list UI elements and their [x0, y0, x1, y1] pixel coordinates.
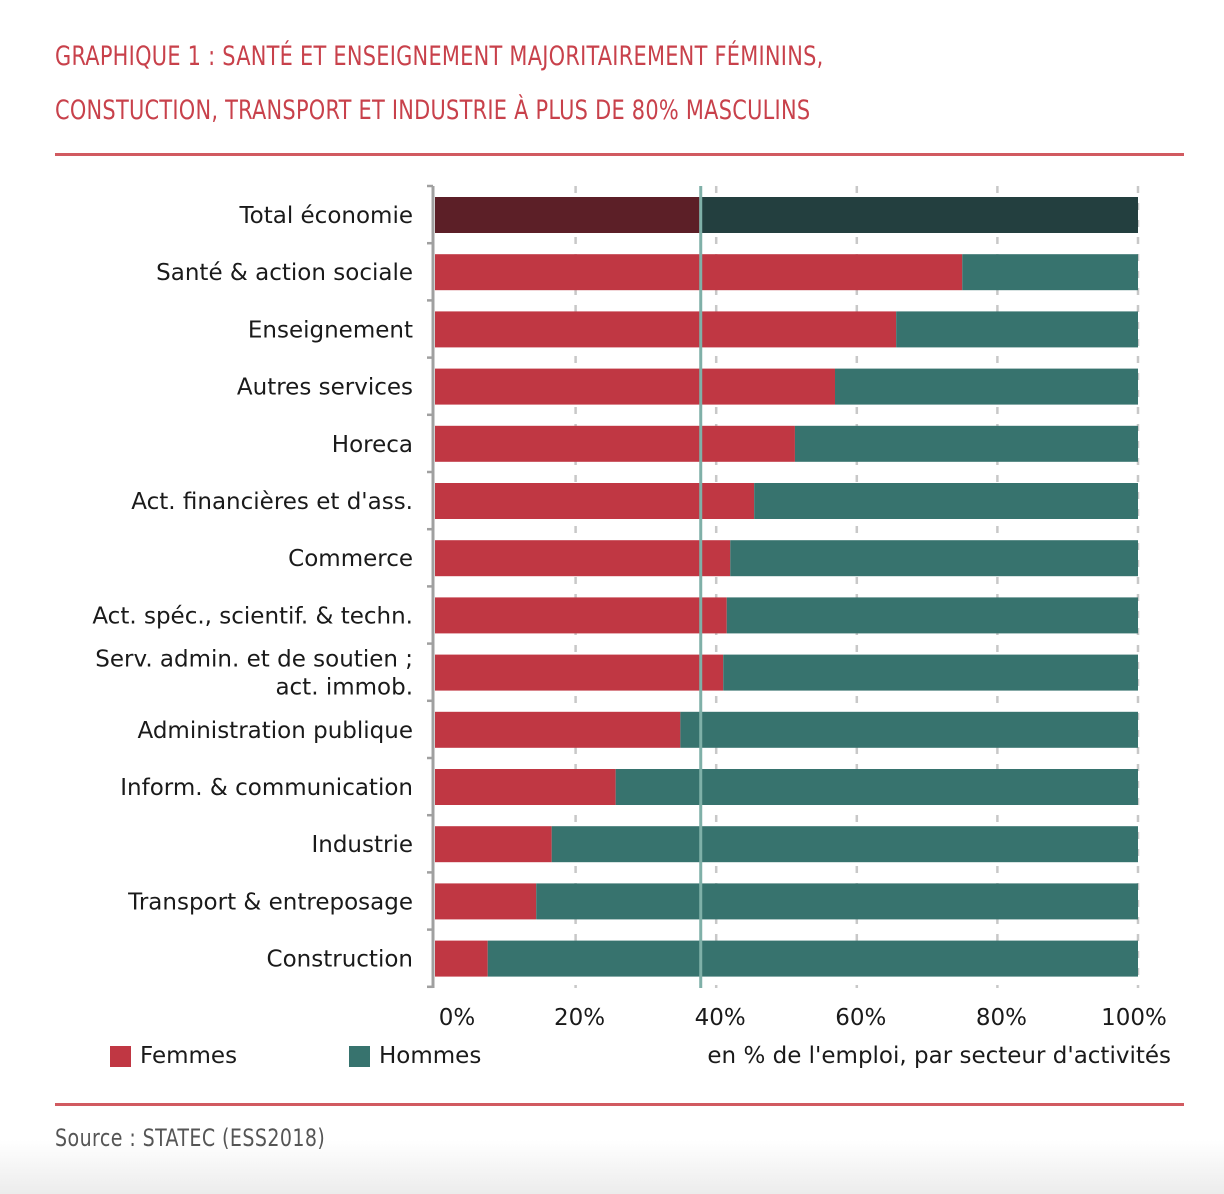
bar-hommes — [794, 425, 1138, 462]
category-labels: Total économie Santé & action sociale Ense… — [92, 203, 413, 973]
bar-femmes — [435, 597, 727, 634]
bar-hommes — [699, 197, 1138, 233]
gridlines — [574, 186, 1140, 988]
bar-hommes — [536, 883, 1138, 920]
bar-femmes — [435, 654, 724, 691]
bar-hommes — [835, 368, 1138, 405]
x-axis-tick-labels: 0% 20% 40% 60% 80% 100% — [439, 1005, 1167, 1031]
bar-femmes — [435, 940, 488, 977]
x-tick-label: 80% — [976, 1005, 1027, 1031]
bar-hommes — [723, 654, 1138, 691]
category-label: Act. financières et d'ass. — [131, 489, 413, 515]
bar-femmes — [435, 711, 681, 748]
category-label: Serv. admin. et de soutien ; — [95, 647, 413, 673]
legend-item-hommes: Hommes — [349, 1043, 481, 1069]
category-label: Industrie — [311, 832, 413, 858]
top-divider — [55, 153, 1184, 156]
x-tick-label: 40% — [695, 1005, 746, 1031]
category-label: Construction — [267, 947, 413, 973]
bar-femmes — [435, 483, 755, 519]
category-label: Administration publique — [138, 718, 414, 744]
category-label: act. immob. — [275, 675, 413, 701]
bar-hommes — [615, 769, 1138, 805]
stacked-bar-chart: Total économie Santé & action sociale Ense… — [92, 184, 1167, 1031]
bar-femmes — [435, 826, 552, 863]
bar-femmes — [435, 425, 795, 462]
chart-title-line-1: GRAPHIQUE 1 : SANTÉ ET ENSEIGNEMENT MAJO… — [55, 41, 824, 72]
category-label: Enseignement — [248, 317, 413, 343]
bar-femmes — [435, 769, 616, 805]
category-label: Inform. & communication — [120, 775, 413, 801]
y-axis — [427, 184, 435, 989]
x-tick-label: 20% — [554, 1005, 605, 1031]
category-label: Act. spéc., scientif. & techn. — [92, 603, 413, 629]
category-label: Total économie — [239, 203, 414, 229]
unit-note: en % de l'emploi, par secteur d'activité… — [707, 1043, 1171, 1069]
bar-femmes — [435, 254, 963, 291]
bar-femmes — [435, 540, 731, 577]
x-tick-label: 100% — [1101, 1005, 1167, 1031]
bar-hommes — [730, 540, 1138, 577]
bottom-divider — [55, 1103, 1184, 1106]
legend-label-hommes: Hommes — [379, 1043, 482, 1069]
category-label: Autres services — [237, 375, 413, 401]
source-note: Source : STATEC (ESS2018) — [55, 1124, 326, 1152]
legend-swatch-hommes — [349, 1045, 370, 1067]
bar-hommes — [487, 940, 1139, 977]
chart-title: GRAPHIQUE 1 : SANTÉ ET ENSEIGNEMENT MAJO… — [55, 30, 1053, 138]
bar-femmes — [435, 368, 836, 405]
legend: Femmes Hommes en % de l'emploi, par sect… — [0, 1043, 1224, 1079]
bar-femmes — [435, 197, 700, 233]
category-label: Santé & action sociale — [156, 260, 413, 286]
bar-hommes — [962, 254, 1138, 291]
bar-hommes — [754, 483, 1138, 519]
legend-item-femmes: Femmes — [110, 1043, 237, 1069]
bar-hommes — [896, 311, 1138, 348]
bars — [435, 197, 1139, 977]
bar-hommes — [551, 826, 1138, 863]
category-label: Transport & entreposage — [127, 889, 413, 915]
category-label: Horeca — [332, 432, 413, 458]
x-tick-label: 0% — [439, 1005, 476, 1031]
bar-hommes — [680, 711, 1138, 748]
bar-femmes — [435, 311, 897, 348]
bar-hommes — [726, 597, 1138, 634]
x-tick-label: 60% — [835, 1005, 886, 1031]
category-label: Commerce — [288, 546, 413, 572]
chart-title-line-2: CONSTUCTION, TRANSPORT ET INDUSTRIE À PL… — [55, 95, 811, 126]
legend-swatch-femmes — [110, 1045, 131, 1067]
bar-femmes — [435, 883, 537, 920]
legend-label-femmes: Femmes — [140, 1043, 238, 1069]
